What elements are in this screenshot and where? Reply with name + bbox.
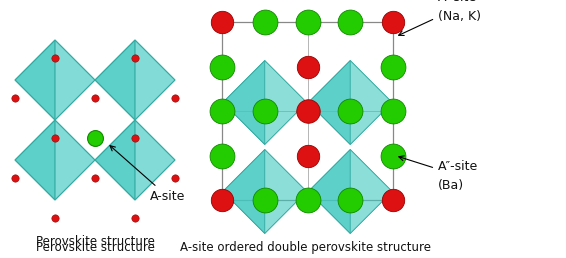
- Point: [303, 64, 312, 68]
- Point: [345, 106, 354, 110]
- Point: [260, 106, 269, 110]
- Point: [303, 64, 312, 69]
- Point: [217, 64, 226, 69]
- Polygon shape: [135, 40, 175, 120]
- Point: [260, 22, 269, 26]
- Point: [217, 198, 226, 202]
- Point: [260, 20, 269, 24]
- Point: [388, 64, 397, 69]
- Point: [260, 112, 269, 116]
- Point: [303, 198, 312, 202]
- Point: [345, 22, 354, 26]
- Point: [218, 64, 228, 68]
- Point: [388, 64, 397, 68]
- Point: [345, 112, 354, 116]
- Point: [346, 198, 355, 202]
- Polygon shape: [350, 149, 392, 233]
- Point: [50, 136, 59, 140]
- Text: Perovskite structure: Perovskite structure: [36, 235, 155, 248]
- Point: [388, 109, 397, 113]
- Polygon shape: [350, 60, 392, 144]
- Point: [218, 154, 228, 158]
- Polygon shape: [223, 60, 265, 144]
- Point: [217, 154, 226, 158]
- Polygon shape: [308, 149, 350, 233]
- Point: [260, 198, 269, 202]
- Point: [91, 136, 100, 140]
- Point: [170, 96, 179, 100]
- Point: [388, 198, 397, 202]
- Point: [303, 154, 312, 158]
- Polygon shape: [265, 60, 307, 144]
- Text: Perovskite structure: Perovskite structure: [36, 241, 155, 254]
- Point: [91, 96, 100, 100]
- Point: [217, 109, 226, 113]
- Point: [131, 56, 140, 60]
- Point: [303, 154, 312, 158]
- Point: [217, 154, 226, 158]
- Point: [260, 20, 269, 24]
- Polygon shape: [135, 120, 175, 200]
- Point: [388, 109, 397, 113]
- Polygon shape: [15, 120, 55, 200]
- Text: A'-site
(Na, K): A'-site (Na, K): [398, 0, 481, 35]
- Polygon shape: [55, 40, 95, 120]
- Polygon shape: [308, 60, 350, 144]
- Point: [302, 154, 311, 158]
- Point: [170, 176, 179, 180]
- Point: [131, 216, 140, 220]
- Point: [388, 20, 397, 24]
- Polygon shape: [223, 149, 265, 233]
- Point: [91, 176, 100, 180]
- Polygon shape: [55, 120, 95, 200]
- Text: A-site ordered double perovskite structure: A-site ordered double perovskite structu…: [179, 241, 431, 254]
- Point: [260, 198, 269, 202]
- Text: A-site: A-site: [110, 146, 186, 203]
- Point: [50, 216, 59, 220]
- Point: [217, 64, 226, 68]
- Point: [345, 198, 354, 202]
- Text: A″-site
(Ba): A″-site (Ba): [399, 156, 478, 191]
- Point: [345, 196, 354, 200]
- Point: [303, 109, 312, 113]
- Point: [346, 20, 355, 24]
- Point: [217, 20, 226, 24]
- Point: [345, 109, 354, 113]
- Point: [303, 20, 312, 24]
- Point: [345, 20, 354, 24]
- Polygon shape: [95, 120, 135, 200]
- Polygon shape: [15, 40, 55, 120]
- Point: [388, 154, 397, 158]
- Polygon shape: [95, 40, 135, 120]
- Point: [303, 198, 312, 202]
- Point: [217, 109, 226, 113]
- Polygon shape: [265, 149, 307, 233]
- Point: [260, 109, 269, 113]
- Point: [388, 154, 397, 158]
- Point: [303, 109, 312, 113]
- Point: [131, 136, 140, 140]
- Point: [11, 176, 20, 180]
- Point: [303, 20, 312, 24]
- Point: [388, 154, 397, 158]
- Point: [50, 56, 59, 60]
- Point: [388, 64, 397, 68]
- Point: [260, 196, 269, 200]
- Point: [11, 96, 20, 100]
- Point: [346, 109, 355, 113]
- Point: [260, 109, 269, 113]
- Point: [302, 64, 311, 68]
